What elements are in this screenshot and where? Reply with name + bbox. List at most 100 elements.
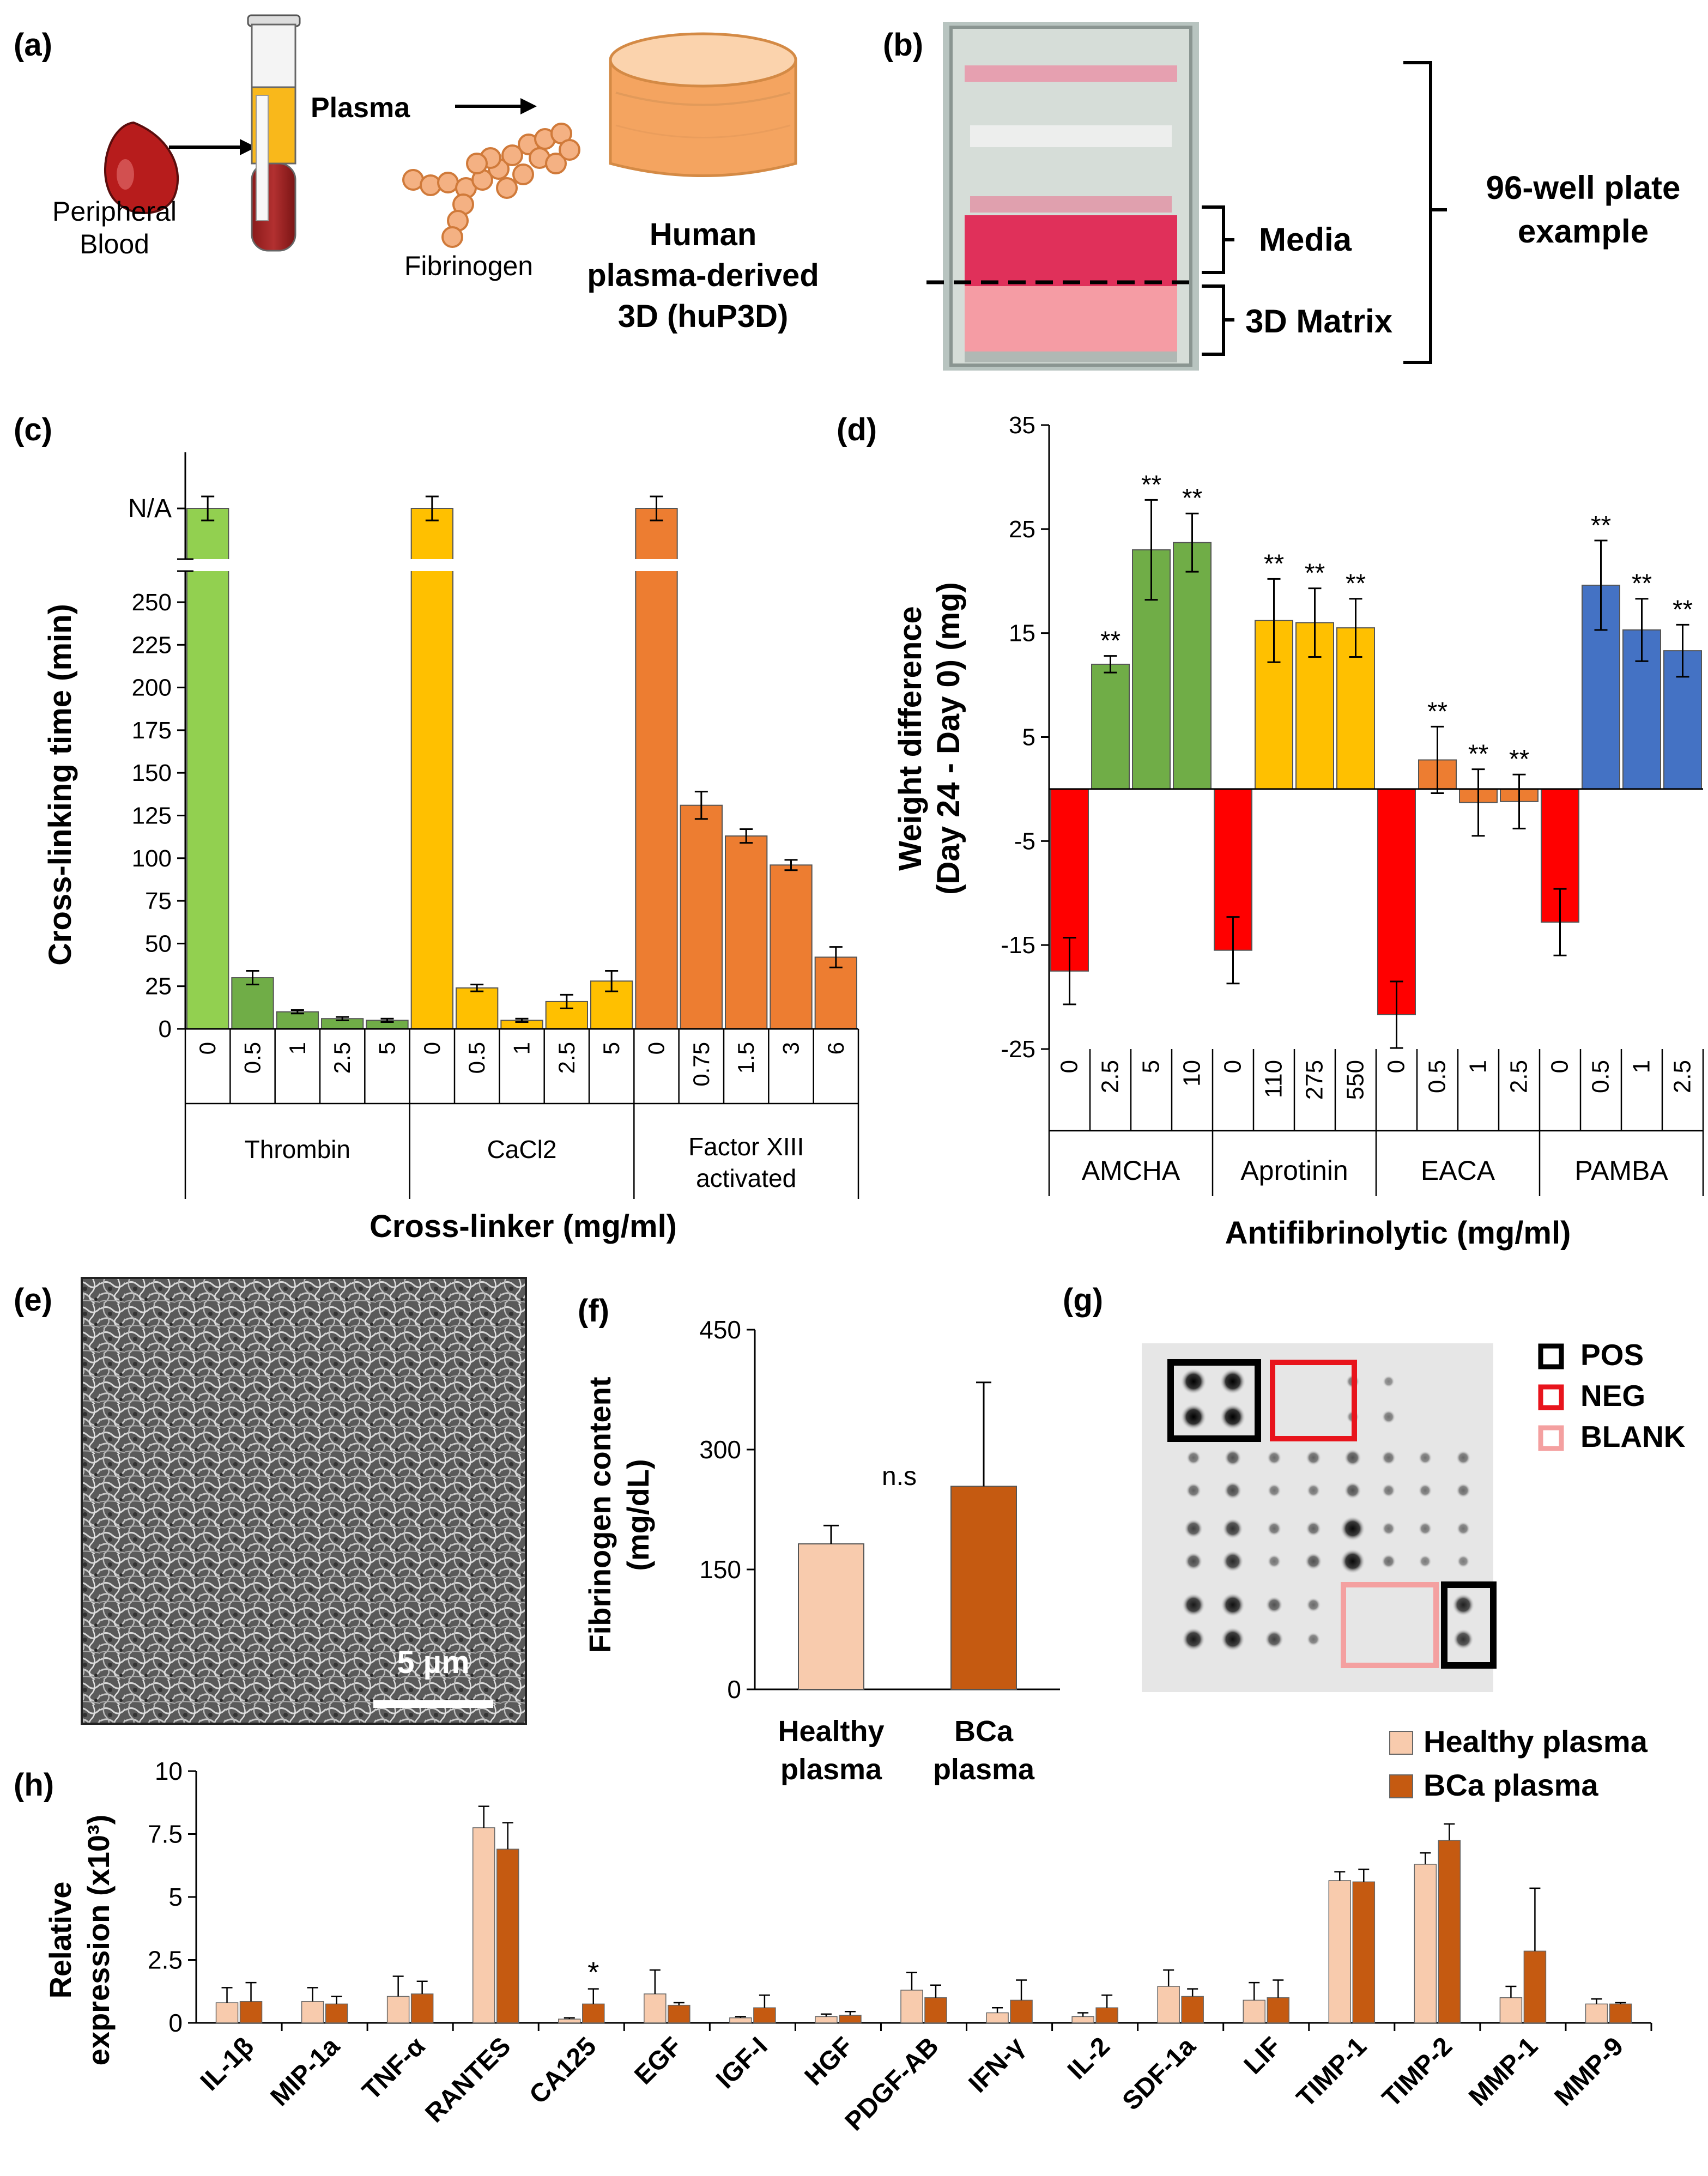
y-tick-label: 175	[132, 717, 172, 744]
significance-label: **	[1427, 697, 1447, 726]
y-tick-label: 100	[132, 845, 172, 872]
y-tick-label: 2.5	[148, 1946, 183, 1974]
x-tick-label: 0.5	[464, 1042, 489, 1074]
ns-annotation: n.s	[882, 1462, 917, 1491]
y-tick-label: 300	[699, 1435, 741, 1464]
group-label: AMCHA	[1082, 1155, 1180, 1186]
array-dot	[1264, 1629, 1284, 1649]
x-tick-label: CA125	[524, 2032, 602, 2110]
legend-swatch	[1389, 1731, 1413, 1755]
x-tick-label: Healthy	[778, 1715, 884, 1748]
array-dot	[1305, 1450, 1322, 1466]
huP3D-line1: Human	[650, 217, 757, 252]
bar	[1243, 1999, 1265, 2023]
array-dot	[1222, 1550, 1244, 1572]
bar	[753, 2007, 776, 2023]
bar	[815, 2016, 838, 2023]
group-label: Thrombin	[245, 1135, 350, 1163]
x-axis-title: Cross-linker (mg/ml)	[370, 1209, 677, 1244]
x-tick-label: 110	[1261, 1060, 1287, 1098]
well-plate-photo	[943, 22, 1199, 371]
x-tick-label: 550	[1342, 1060, 1369, 1100]
x-tick-label: 0.5	[1424, 1060, 1451, 1093]
array-dot	[1184, 1519, 1203, 1538]
y-tick-label: 75	[145, 888, 172, 914]
bar	[1414, 1864, 1437, 2023]
group-label: EACA	[1421, 1155, 1495, 1186]
bar	[1609, 2003, 1632, 2023]
array-dot	[1267, 1450, 1282, 1465]
x-tick-label: IL-1β	[195, 2032, 260, 2096]
y-tick-label: 50	[145, 930, 172, 957]
x-tick-label: 1	[509, 1042, 535, 1054]
y-tick-label: -25	[1001, 1036, 1035, 1063]
array-dot	[1224, 1449, 1241, 1466]
blood-drop-icon	[104, 121, 179, 214]
significance-label: **	[1100, 627, 1121, 656]
array-dot	[1220, 1368, 1246, 1395]
significance-label: **	[1346, 569, 1366, 598]
array-dot	[1220, 1404, 1246, 1430]
bar	[215, 2002, 239, 2023]
x-tick-label: 0	[1383, 1060, 1410, 1073]
media-label: Media	[1259, 221, 1352, 258]
bar	[798, 1543, 864, 1690]
y-axis-title: (Day 24 - Day 0) (mg)	[931, 582, 966, 895]
y-tick-label: 7.5	[148, 1820, 183, 1848]
significance-label: **	[1673, 595, 1693, 624]
significance-label: **	[1264, 549, 1284, 578]
y-tick-label: 15	[1009, 620, 1035, 647]
x-tick-label: 1	[1465, 1060, 1492, 1073]
bar	[1181, 1996, 1204, 2023]
y-tick-label: -5	[1014, 828, 1035, 854]
panel-f-label: (f)	[578, 1293, 609, 1329]
x-tick-label: 2.5	[1506, 1060, 1533, 1093]
array-dot	[1382, 1522, 1396, 1536]
array-dot	[1344, 1449, 1361, 1466]
x-tick-label: 10	[1179, 1060, 1206, 1087]
legend-swatch	[1389, 1774, 1413, 1798]
bar	[668, 2004, 691, 2023]
panel-b-label: (b)	[883, 27, 923, 63]
x-tick-label: 2.5	[1669, 1060, 1696, 1093]
y-tick-label: 450	[699, 1316, 741, 1344]
x-tick-label: 1	[1628, 1060, 1655, 1073]
fibrinogen-label: Fibrinogen	[404, 251, 533, 281]
x-tick-label: EGF	[629, 2032, 687, 2090]
x-tick-label: 0	[419, 1042, 445, 1054]
matrix-bracket	[1202, 284, 1234, 356]
y-tick-label: 150	[132, 760, 172, 786]
significance-label: **	[1305, 559, 1325, 588]
significance-label: **	[1182, 484, 1202, 513]
x-tick-label: TIMP-2	[1377, 2032, 1458, 2113]
x-tick-label: 0	[1056, 1060, 1083, 1073]
legend-swatch-neg	[1538, 1384, 1564, 1410]
x-tick-label: SDF-1a	[1117, 2032, 1202, 2116]
x-tick-label: 0.5	[1588, 1060, 1614, 1093]
y-axis-title: (mg/dL)	[621, 1459, 655, 1571]
bar	[1071, 2016, 1094, 2023]
panel-a: (a) Peripheral Blood Plasma	[14, 14, 819, 334]
x-tick-label: 3	[778, 1042, 804, 1054]
y-tick-label: 200	[132, 675, 172, 701]
x-tick-label: 275	[1301, 1060, 1328, 1100]
bar	[1377, 788, 1416, 1016]
array-dot	[1224, 1481, 1242, 1500]
bar	[558, 2019, 581, 2023]
pos-box	[1167, 1359, 1261, 1442]
array-dot	[1182, 1593, 1206, 1617]
array-dot	[1306, 1632, 1321, 1646]
array-dot	[1381, 1450, 1396, 1465]
x-tick-label: BCa	[954, 1715, 1014, 1748]
array-dot	[1222, 1518, 1244, 1539]
group-label: CaCl2	[487, 1135, 557, 1163]
bar	[1499, 1997, 1523, 2023]
significance-label: **	[1632, 569, 1652, 598]
group-label: activated	[696, 1164, 796, 1192]
x-tick-label: 5	[598, 1042, 624, 1054]
x-tick-label: 2.5	[1097, 1060, 1124, 1093]
chart-d: (d) -25-15-551525350**2.5**5**10AMCHA0**…	[837, 412, 1704, 1251]
x-tick-label: MMP-1	[1463, 2032, 1543, 2112]
array-dot	[1267, 1483, 1281, 1498]
y-tick-label: 125	[132, 802, 172, 829]
